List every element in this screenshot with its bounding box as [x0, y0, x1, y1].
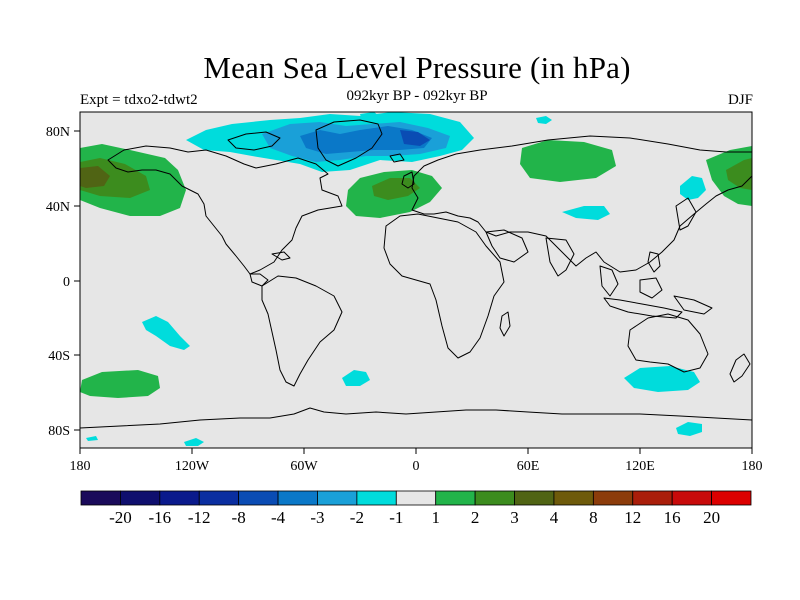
colorbar-label: -4 [271, 508, 286, 527]
indonesia-coastline [603, 297, 683, 319]
subtitle: 092kyr BP - 092kyr BP [346, 88, 488, 104]
lat-label: 0 [63, 275, 70, 290]
colorbar: -20 -16 -12 -8 -4 -3 -2 -1 1 2 3 4 8 12 16 20 [80, 490, 752, 527]
colorbar-swatch [317, 490, 358, 506]
lat-label: 40N [46, 200, 70, 215]
japan-coastline [675, 197, 697, 231]
colorbar-label: -8 [232, 508, 246, 527]
anomaly-layer [80, 112, 752, 446]
caribbean-coastline [271, 251, 291, 261]
season-label: DJF [727, 92, 753, 108]
new-zealand-coastline [729, 353, 751, 383]
colorbar-swatch [159, 490, 200, 506]
lat-label: 80N [46, 125, 70, 140]
lat-label: 80S [48, 424, 70, 439]
borneo-coastline [639, 277, 663, 299]
colorbar-swatch [671, 490, 712, 506]
longitude-axis: 180 120W 60W 0 60E 120E 180 [70, 448, 763, 474]
colorbar-swatch [120, 490, 161, 506]
colorbar-swatch [632, 490, 673, 506]
colorbar-swatch [356, 490, 397, 506]
iceland-coastline [389, 153, 405, 163]
greenland-core-anomaly [300, 126, 432, 154]
colorbar-label: 8 [589, 508, 598, 527]
colorbar-swatch [553, 490, 594, 506]
africa-coastline [383, 213, 505, 359]
colorbar-label: 16 [664, 508, 681, 527]
south-america-coastline [261, 275, 343, 387]
lat-label: 40S [48, 349, 70, 364]
lon-label: 180 [742, 459, 763, 474]
lon-label: 60W [290, 459, 318, 474]
southern-indian-negative-anomaly [624, 366, 700, 392]
antarctica-coastline [80, 407, 752, 429]
australia-coastline [627, 313, 709, 373]
colorbar-swatch [277, 490, 318, 506]
experiment-label: Expt = tdxo2-tdwt2 [80, 92, 198, 108]
siberia-positive-anomaly [520, 140, 616, 182]
colorbar-label: 20 [703, 508, 720, 527]
south-pacific-negative-anomaly [142, 316, 190, 350]
canadian-arctic-coastline [227, 131, 281, 151]
colorbar-label: 2 [471, 508, 480, 527]
colorbar-label: -1 [389, 508, 403, 527]
madagascar-coastline [499, 311, 511, 337]
colorbar-swatch [80, 490, 121, 506]
colorbar-label: -20 [109, 508, 132, 527]
lon-label: 120E [625, 459, 655, 474]
colorbar-label: 3 [510, 508, 519, 527]
philippines-coastline [647, 251, 661, 273]
page-title: Mean Sea Level Pressure (in hPa) [203, 50, 631, 85]
latitude-axis: 80N 40N 0 40S 80S [46, 125, 80, 439]
southeast-asia-coastline [599, 265, 619, 297]
north-atlantic-core-anomaly [372, 178, 420, 200]
new-guinea-coastline [673, 295, 713, 315]
colorbar-label: 1 [431, 508, 440, 527]
lon-label: 0 [413, 459, 420, 474]
kamchatka-negative-anomaly [680, 176, 706, 200]
colorbar-swatch [592, 490, 634, 506]
colorbar-label: -16 [148, 508, 171, 527]
europe-asia-coastline [411, 135, 752, 273]
coastlines [80, 119, 752, 429]
north-america-coastline [107, 145, 343, 275]
central-america-coastline [249, 273, 269, 287]
colorbar-label: 4 [550, 508, 559, 527]
antarctic-negative-anomaly [184, 438, 204, 446]
lon-label: 120W [175, 459, 210, 474]
british-isles-coastline [401, 171, 415, 189]
colorbar-swatch [711, 490, 752, 506]
colorbar-label: 12 [624, 508, 641, 527]
north-pacific-inner-anomaly [80, 166, 110, 188]
colorbar-label: -2 [350, 508, 364, 527]
colorbar-label: -3 [310, 508, 324, 527]
southern-ocean-negative-anomaly [676, 422, 702, 436]
colorbar-swatch [435, 490, 476, 506]
antarctic-small-negative-anomaly [86, 436, 98, 441]
south-pacific-positive-anomaly [80, 370, 160, 398]
greenland-coastline [315, 119, 383, 167]
arabia-coastline [485, 229, 529, 263]
colorbar-swatch [395, 490, 437, 506]
south-atlantic-negative-anomaly [342, 370, 370, 386]
lon-label: 60E [517, 459, 540, 474]
india-coastline [545, 237, 575, 277]
colorbar-swatch [238, 490, 279, 506]
lon-label: 180 [70, 459, 91, 474]
north-pacific-negative-anomaly [562, 206, 610, 220]
colorbar-label: -12 [188, 508, 211, 527]
colorbar-swatch [198, 490, 240, 506]
colorbar-swatch [514, 490, 555, 506]
colorbar-swatch [474, 490, 515, 506]
greenland-deep-anomaly [400, 130, 430, 146]
svalbard-negative-anomaly [536, 116, 552, 124]
